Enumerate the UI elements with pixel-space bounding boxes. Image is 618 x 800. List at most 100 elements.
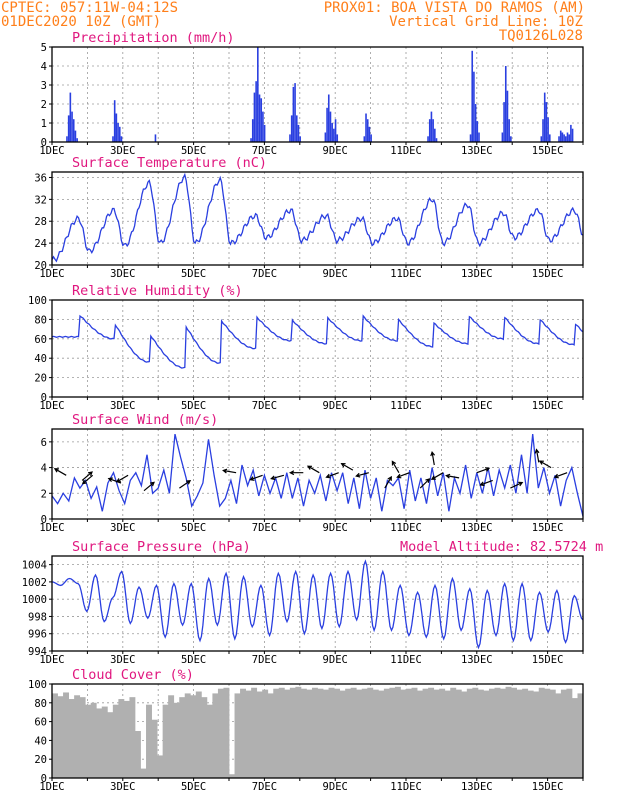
precip-bar [368, 126, 371, 142]
x-tick-label: 9DEC [323, 781, 348, 793]
y-tick-label: 40 [34, 353, 47, 365]
cloud-cover-bar [90, 702, 97, 778]
precip-bar [334, 119, 337, 142]
cloud-cover-bar [455, 689, 462, 778]
precip-bar [561, 132, 564, 142]
precip-bar [432, 119, 434, 142]
station-name: PROX01: BOA VISTA DO RAMOS (AM) [324, 0, 585, 16]
panel-surface-wind: 0 2 4 6 1DEC 3DEC 5DEC 7DEC 9DEC 11DEC 13DEC 15DEC S… [39, 412, 584, 534]
precip-bar [72, 119, 75, 142]
x-tick-label: 15DEC [532, 268, 564, 280]
precip-bar [263, 124, 266, 142]
plot-frame [51, 683, 584, 779]
precip-bar [370, 134, 372, 142]
x-tick-label: 11DEC [390, 654, 422, 666]
x-tick-label: 13DEC [461, 268, 493, 280]
x-tick-label: 7DEC [252, 400, 277, 412]
precip-bar [115, 113, 118, 142]
precip-bar [476, 121, 479, 142]
x-tick-label: 11DEC [390, 268, 422, 280]
cloud-cover-bar [571, 698, 578, 778]
x-tick-label: 3DEC [110, 781, 135, 793]
x-tick-label: 7DEC [252, 781, 277, 793]
x-tick-label: 15DEC [532, 145, 564, 157]
panels: 0 1 2 3 4 5 1DEC 3DEC 5DEC 7DEC 9DEC 11DEC 13DEC 15DE… [22, 30, 584, 793]
cloud-cover-bar [179, 697, 186, 778]
precip-bar [469, 134, 472, 142]
precip-bar [255, 81, 257, 142]
y-tick-label: 28 [34, 216, 47, 228]
y-tick-label: 5 [41, 42, 47, 54]
cloud-cover-bar [549, 689, 556, 778]
precip-bar [503, 102, 505, 142]
cloud-cover-bar [389, 687, 396, 778]
precip-bar [326, 107, 328, 142]
cloud-cover-bar [439, 688, 446, 778]
y-tick-label: 60 [34, 334, 47, 346]
precip-bar [250, 138, 252, 142]
precip-bar [297, 124, 300, 142]
wind-direction-arrow [445, 473, 460, 479]
x-tick-label: 1DEC [39, 781, 64, 793]
precip-bar [154, 134, 157, 142]
x-tick-label: 1DEC [39, 400, 64, 412]
cloud-cover-bar [533, 691, 540, 778]
cloud-cover-bar [367, 687, 374, 778]
cloud-cover-bar [112, 704, 119, 778]
precip-bar [549, 134, 551, 142]
precip-bar [66, 136, 68, 142]
cloud-cover-bar [129, 697, 136, 778]
x-tick-label: 5DEC [181, 654, 206, 666]
cloud-cover-bar [317, 688, 324, 778]
humidity-line [51, 314, 584, 369]
precip-bar [299, 136, 301, 142]
cloud-cover-bar [334, 688, 341, 778]
precip-bar [540, 136, 543, 142]
precip-bar [118, 126, 121, 142]
plot-frame [51, 428, 584, 520]
wind-direction-arrow [53, 468, 67, 476]
y-tick-label: 20 [34, 373, 47, 385]
precip-bar [563, 134, 565, 142]
precip-bar [508, 119, 510, 142]
y-tick-label: 1 [41, 118, 47, 130]
precip-bar [543, 92, 546, 142]
y-tick-label: 32 [34, 194, 47, 206]
precipitation-title: Precipitation (mm/h) [72, 30, 235, 46]
x-tick-label: 9DEC [323, 268, 348, 280]
cloud-cover-bar [173, 702, 180, 778]
cloud-cover-bar [168, 695, 175, 778]
cloud-cover-bar [472, 687, 479, 778]
wind-direction-arrow [391, 460, 400, 474]
cloud-cover-bar [79, 697, 86, 778]
cloud-cover-bar [251, 687, 258, 778]
precip-bar [547, 117, 549, 142]
x-tick-label: 11DEC [390, 400, 422, 412]
cloud-cover-bar [245, 690, 252, 778]
precip-bar [69, 92, 72, 142]
y-tick-label: 100 [28, 295, 47, 307]
cloud-cover-bar [339, 690, 346, 778]
cloud-cover-bar [311, 687, 318, 778]
precip-bar [324, 132, 327, 142]
precip-bar [566, 132, 569, 142]
cloud-cover-bar [190, 695, 197, 778]
relative-humidity-title: Relative Humidity (%) [72, 283, 243, 299]
y-tick-label: 40 [34, 735, 47, 747]
surface-wind-title: Surface Wind (m/s) [72, 412, 218, 428]
wind-direction-arrow [538, 460, 552, 469]
precip-bar [292, 86, 295, 142]
y-tick-label: 0 [41, 392, 47, 404]
precip-bar [257, 47, 259, 142]
y-tick-label: 1002 [22, 577, 47, 589]
precip-bar [76, 138, 78, 142]
y-tick-label: 60 [34, 717, 47, 729]
x-tick-label: 3DEC [110, 522, 135, 534]
x-tick-label: 3DEC [110, 654, 135, 666]
x-tick-label: 11DEC [390, 781, 422, 793]
precip-bar [471, 50, 474, 142]
x-tick-label: 5DEC [181, 268, 206, 280]
wind-direction-arrow [325, 472, 339, 479]
precip-bar [112, 136, 114, 142]
precip-bar [473, 71, 475, 142]
